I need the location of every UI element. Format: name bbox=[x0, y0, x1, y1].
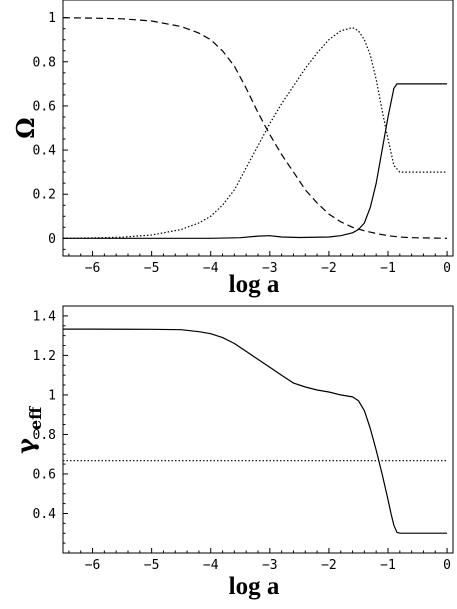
omega-y-tick-label: 0.8 bbox=[33, 55, 56, 70]
gamma-series-solid-line bbox=[63, 328, 448, 534]
gamma-panel: −6 −5 −4 −3 −2 −1 0 0.4 0.6 0.8 1 1.2 1.4 log a γ ef… bbox=[11, 305, 454, 600]
omega-x-tick-label: −2 bbox=[321, 261, 337, 276]
gamma-y-axis-title: γ eff bbox=[11, 406, 45, 454]
gamma-y-tick-label: 1 bbox=[48, 388, 56, 403]
gamma-x-tick-label: −6 bbox=[85, 558, 101, 573]
omega-x-tick-label: −6 bbox=[85, 261, 101, 276]
gamma-x-tick-label: −1 bbox=[380, 558, 396, 573]
gamma-y-tick-label: 0.6 bbox=[33, 467, 56, 482]
gamma-x-axis-title: log a bbox=[229, 573, 280, 600]
omega-series-dashed-line bbox=[62, 17, 448, 239]
gamma-y-tick-label: 0.8 bbox=[33, 428, 56, 443]
omega-y-tick-label: 0.6 bbox=[33, 99, 56, 114]
omega-y-axis-title: Ω bbox=[11, 117, 40, 138]
gamma-y-tick-label: 0.4 bbox=[33, 507, 57, 522]
gamma-plot-frame bbox=[62, 305, 454, 554]
omega-series-solid-line bbox=[63, 83, 448, 239]
gamma-x-tick-label: 0 bbox=[443, 558, 451, 573]
omega-x-axis-title: log a bbox=[229, 271, 280, 298]
omega-panel: −6 −5 −4 −3 −2 −1 0 0 0.2 0.4 0.6 0.8 1 log a Ω bbox=[11, 0, 454, 298]
omega-plot-frame bbox=[62, 0, 454, 257]
gamma-x-tick-label: −3 bbox=[262, 558, 278, 573]
omega-x-tick-label: −4 bbox=[203, 261, 219, 276]
omega-ticks: −6 −5 −4 −3 −2 −1 0 0 0.2 0.4 0.6 0.8 1 bbox=[33, 11, 451, 276]
omega-series-dotted-line bbox=[62, 27, 448, 239]
omega-y-tick-label: 1 bbox=[48, 11, 56, 26]
gamma-y-tick-label: 1.4 bbox=[33, 309, 57, 324]
gamma-series-group bbox=[63, 328, 448, 534]
gamma-y-axis-symbol: γ bbox=[11, 438, 40, 454]
gamma-x-tick-label: −4 bbox=[203, 558, 219, 573]
omega-y-tick-label: 0.2 bbox=[33, 188, 56, 203]
omega-y-tick-label: 0.4 bbox=[33, 144, 57, 159]
gamma-x-tick-label: −5 bbox=[144, 558, 160, 573]
omega-x-tick-label: 0 bbox=[443, 261, 451, 276]
gamma-y-axis-subscript: eff bbox=[26, 406, 45, 430]
omega-x-tick-label: −5 bbox=[144, 261, 160, 276]
gamma-y-tick-label: 1.2 bbox=[33, 349, 56, 364]
omega-y-tick-label: 0 bbox=[48, 232, 56, 247]
omega-series-group bbox=[62, 17, 448, 239]
omega-x-tick-label: −3 bbox=[262, 261, 278, 276]
omega-x-tick-label: −1 bbox=[380, 261, 396, 276]
gamma-ticks: −6 −5 −4 −3 −2 −1 0 0.4 0.6 0.8 1 1.2 1.4 bbox=[33, 309, 451, 573]
gamma-x-tick-label: −2 bbox=[321, 558, 337, 573]
